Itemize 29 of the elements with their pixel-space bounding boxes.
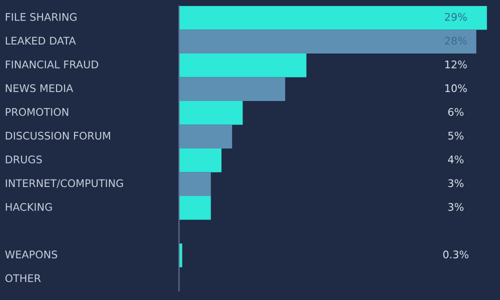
y-tick-label: NEWS MEDIA: [6, 84, 74, 92]
data-label: 29%: [444, 13, 467, 21]
y-tick-label: FINANCIAL FRAUD: [6, 60, 98, 68]
data-label: 5%: [448, 132, 464, 140]
data-label: 6%: [448, 108, 464, 116]
data-label: 10%: [445, 84, 467, 92]
bar: [179, 54, 306, 78]
bar: [179, 30, 476, 54]
y-tick-label: DRUGS: [6, 156, 42, 164]
data-label: 3%: [448, 179, 464, 188]
data-label: 0.3%: [443, 250, 468, 258]
bar: [179, 148, 222, 172]
y-tick-label: LEAKED DATA: [6, 36, 76, 44]
bar: [179, 6, 487, 30]
y-tick-label: INTERNET/COMPUTING: [6, 179, 123, 188]
y-tick-label: PROMOTION: [6, 108, 68, 116]
bar: [179, 196, 211, 220]
bar: [179, 77, 286, 101]
data-label: 4%: [448, 156, 464, 164]
y-tick-label: WEAPONS: [5, 250, 58, 258]
y-tick-label: FILE SHARING: [6, 13, 76, 21]
bar: [179, 101, 243, 125]
y-tick-label: DISCUSSION FORUM: [6, 132, 110, 140]
data-label: 3%: [448, 203, 464, 211]
bar: [179, 172, 211, 196]
bar: [179, 124, 232, 148]
y-tick-label: HACKING: [6, 203, 52, 211]
data-label: 12%: [445, 60, 467, 68]
y-tick-label: OTHER: [5, 274, 41, 282]
